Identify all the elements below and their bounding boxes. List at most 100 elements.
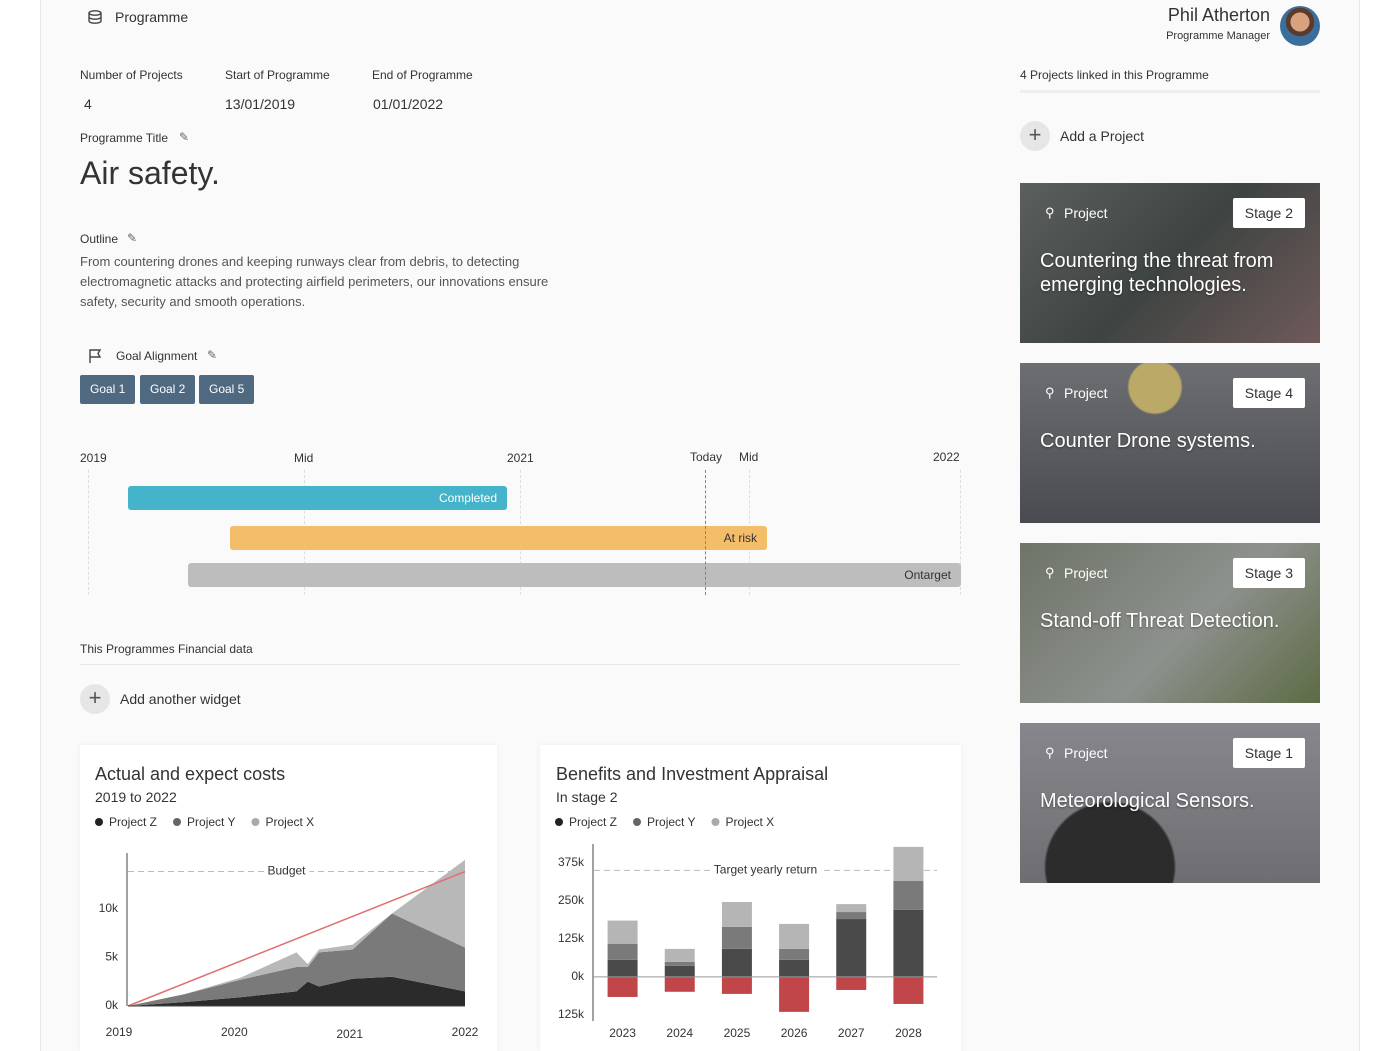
goal-chip[interactable]: Goal 1 xyxy=(80,375,136,404)
x-tick-label: 2022 xyxy=(452,1025,479,1039)
edit-icon[interactable]: ✎ xyxy=(127,231,138,245)
bar xyxy=(836,904,867,913)
pin-icon: ⚲ xyxy=(1045,745,1055,760)
project-card[interactable]: ⚲ Project Stage 1 Meteorological Sensors. xyxy=(1020,723,1320,883)
timeline-bar[interactable]: Ontarget xyxy=(188,563,961,587)
x-tick-label: 2027 xyxy=(838,1026,865,1040)
widget-title: Benefits and Investment Appraisal xyxy=(556,764,829,784)
timeline-bar[interactable]: Completed xyxy=(128,486,507,510)
project-card[interactable]: ⚲ Project Stage 2 Countering the threat fro… xyxy=(1020,183,1320,343)
pin-icon: ⚲ xyxy=(1045,205,1055,220)
y-tick-label: 375k xyxy=(558,855,585,869)
section-title: Programme xyxy=(115,9,189,25)
x-tick-label: 2021 xyxy=(336,1027,363,1041)
flag-icon xyxy=(89,349,102,363)
add-widget-button[interactable]: + xyxy=(80,684,110,714)
bar xyxy=(607,943,638,960)
budget-label: Budget xyxy=(267,864,306,878)
timeline-label: Mid xyxy=(739,450,759,464)
widget: Actual and expect costs 2019 to 2022 Pro… xyxy=(80,745,497,1051)
bar xyxy=(721,926,752,949)
edit-icon[interactable]: ✎ xyxy=(179,130,190,144)
legend-label: Project Z xyxy=(109,815,157,829)
widget-subtitle: In stage 2 xyxy=(556,789,618,805)
programme-title: Air safety. xyxy=(80,155,220,191)
bar xyxy=(893,846,924,881)
bar xyxy=(836,976,867,990)
stage-badge: Stage 4 xyxy=(1232,378,1305,408)
goal-chip[interactable]: Goal 5 xyxy=(199,375,255,404)
add-project-button[interactable]: + xyxy=(1020,121,1050,151)
bar xyxy=(664,976,695,992)
outline-label: Outline xyxy=(80,232,119,246)
title-label: Programme Title xyxy=(80,131,169,145)
project-kind: Project xyxy=(1064,745,1108,761)
stat-value: 4 xyxy=(84,96,92,112)
area xyxy=(128,976,465,1006)
goal-chip[interactable]: Goal 2 xyxy=(140,375,196,404)
project-title: Counter Drone systems. xyxy=(1040,430,1256,452)
stat-label: Start of Programme xyxy=(225,68,330,82)
timeline-label: 2022 xyxy=(933,450,960,464)
chart: Project Z Project Y Project X 0k 5k 10k 2019 20… xyxy=(95,815,479,1041)
project-kind: Project xyxy=(1064,385,1108,401)
bar xyxy=(721,902,752,927)
legend-dot xyxy=(173,818,182,826)
bar xyxy=(893,976,924,1004)
chart: Project Z Project Y Project X 375k 250k 125k 0… xyxy=(555,815,937,1040)
legend-label: Project Y xyxy=(187,815,235,829)
x-tick-label: 2028 xyxy=(895,1026,922,1040)
timeline-label: Today xyxy=(690,450,723,464)
project-kind: Project xyxy=(1064,565,1108,581)
bar xyxy=(664,965,695,977)
user-role: Programme Manager xyxy=(1166,30,1270,42)
project-card[interactable]: ⚲ Project Stage 4 Counter Drone systems. xyxy=(1020,363,1320,523)
pin-icon: ⚲ xyxy=(1045,565,1055,580)
timeline-grid xyxy=(960,470,961,595)
widget-title: Actual and expect costs xyxy=(95,764,286,784)
x-tick-label: 2025 xyxy=(724,1026,751,1040)
timeline-label: 2021 xyxy=(507,451,534,465)
legend-label: Project X xyxy=(725,815,774,829)
timeline-bar[interactable]: At risk xyxy=(230,526,767,550)
legend-dot xyxy=(251,818,260,826)
avatar[interactable] xyxy=(1280,6,1320,46)
project-title: Stand-off Threat Detection. xyxy=(1040,610,1280,632)
bar xyxy=(664,948,695,962)
add-widget-label[interactable]: Add another widget xyxy=(120,691,241,707)
bar xyxy=(607,959,638,977)
x-tick-label: 2019 xyxy=(106,1025,133,1039)
legend-dot xyxy=(555,818,563,826)
stat-value: 01/01/2022 xyxy=(373,96,444,112)
edit-icon[interactable]: ✎ xyxy=(207,348,218,362)
add-project-label[interactable]: Add a Project xyxy=(1060,128,1145,144)
bar xyxy=(607,920,638,944)
separator xyxy=(80,664,960,665)
bar xyxy=(607,976,638,997)
y-tick-label: 0k xyxy=(105,998,119,1012)
y-tick-label: 250k xyxy=(558,893,585,907)
widget: Benefits and Investment Appraisal In sta… xyxy=(540,745,961,1051)
legend-label: Project X xyxy=(265,815,314,829)
bar xyxy=(779,959,810,977)
pin-icon: ⚲ xyxy=(1045,385,1055,400)
project-title: Meteorological Sensors. xyxy=(1040,790,1255,812)
project-card[interactable]: ⚲ Project Stage 3 Stand-off Threat Detectio… xyxy=(1020,543,1320,703)
target-label: Target yearly return xyxy=(714,863,817,877)
project-title: Countering the threat from emerging tech… xyxy=(1040,250,1274,296)
x-tick-label: 2020 xyxy=(221,1025,248,1039)
legend-dot xyxy=(633,818,642,826)
legend-label: Project Y xyxy=(647,815,695,829)
y-tick-label: 10k xyxy=(99,901,119,915)
x-tick-label: 2024 xyxy=(666,1026,693,1040)
y-tick-label: 0k xyxy=(571,969,585,983)
y-tick-label: 5k xyxy=(105,949,119,963)
stat-label: End of Programme xyxy=(372,68,473,82)
today-line xyxy=(705,470,706,595)
financial-label: This Programmes Financial data xyxy=(80,642,253,656)
bar xyxy=(779,948,810,960)
timeline-label: 2019 xyxy=(80,451,107,465)
stage-badge: Stage 2 xyxy=(1232,198,1305,228)
stage-badge: Stage 3 xyxy=(1232,558,1305,588)
